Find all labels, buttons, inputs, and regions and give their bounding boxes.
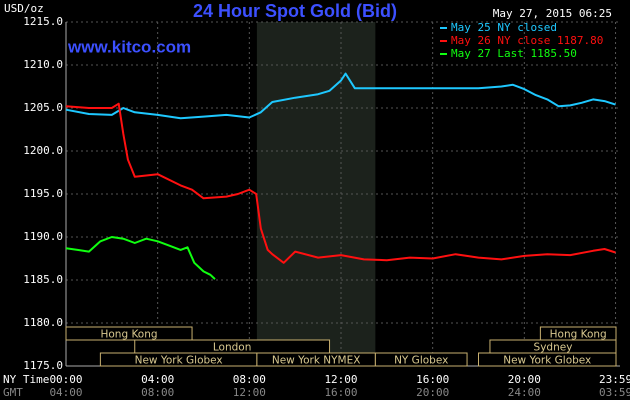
chart-title: 24 Hour Spot Gold (Bid) bbox=[193, 1, 397, 21]
session-box bbox=[374, 352, 468, 367]
x-tick-label: 23:59 bbox=[599, 373, 630, 386]
session-label: New York NYMEX bbox=[272, 355, 361, 367]
x-tick-label-gmt: 03:59 bbox=[599, 386, 630, 399]
y-tick-label: 1180.0 bbox=[23, 316, 63, 329]
y-tick-label: 1195.0 bbox=[23, 187, 63, 200]
y-tick-label: 1190.0 bbox=[23, 230, 63, 243]
x-tick-label-gmt: 12:00 bbox=[233, 386, 266, 399]
x-tick-label-gmt: 04:00 bbox=[49, 386, 82, 399]
x-tick-label: 20:00 bbox=[508, 373, 541, 386]
x-tick-label-gmt: 20:00 bbox=[416, 386, 449, 399]
session-label: NY Globex bbox=[394, 355, 448, 367]
legend-label: May 27 Last 1185.50 bbox=[451, 47, 577, 60]
session-box bbox=[65, 326, 193, 341]
legend-label: May 25 NY closed bbox=[451, 21, 557, 34]
y-axis-label: USD/oz bbox=[4, 2, 44, 15]
y-tick-label: 1215.0 bbox=[23, 15, 63, 28]
session-label: New York Globex bbox=[135, 355, 223, 367]
x-tick-label-gmt: 08:00 bbox=[141, 386, 174, 399]
x-tick-label: 04:00 bbox=[141, 373, 174, 386]
x-tick-label-gmt: 16:00 bbox=[324, 386, 357, 399]
series-line bbox=[65, 72, 616, 120]
session-label: New York Globex bbox=[503, 355, 591, 367]
y-tick-label: 1210.0 bbox=[23, 58, 63, 71]
y-tick-label: 1185.0 bbox=[23, 273, 63, 286]
y-tick-label: 1205.0 bbox=[23, 101, 63, 114]
x-tick-label-gmt: 24:00 bbox=[508, 386, 541, 399]
x-tick-label: 16:00 bbox=[416, 373, 449, 386]
session-label: Hong Kong bbox=[550, 329, 607, 341]
x-tick-label: 12:00 bbox=[324, 373, 357, 386]
x-tick-label: 08:00 bbox=[233, 373, 266, 386]
series-line bbox=[65, 236, 216, 280]
x-tick-label: 00:00 bbox=[49, 373, 82, 386]
x-axis-label-gmt: GMT bbox=[3, 386, 23, 399]
session-label: Hong Kong bbox=[100, 329, 157, 341]
timestamp: May 27, 2015 06:25 bbox=[493, 7, 612, 20]
series-line bbox=[65, 102, 616, 264]
legend-label: May 26 NY close 1187.80 bbox=[451, 34, 603, 47]
source: www.kitco.com bbox=[67, 37, 191, 56]
session-label: Sydney bbox=[534, 342, 573, 354]
session-label: London bbox=[213, 342, 252, 354]
y-tick-label: 1200.0 bbox=[23, 144, 63, 157]
y-tick-label: 1175.0 bbox=[23, 359, 63, 372]
x-axis-label: NY Time bbox=[3, 373, 49, 386]
session-box bbox=[478, 352, 617, 367]
